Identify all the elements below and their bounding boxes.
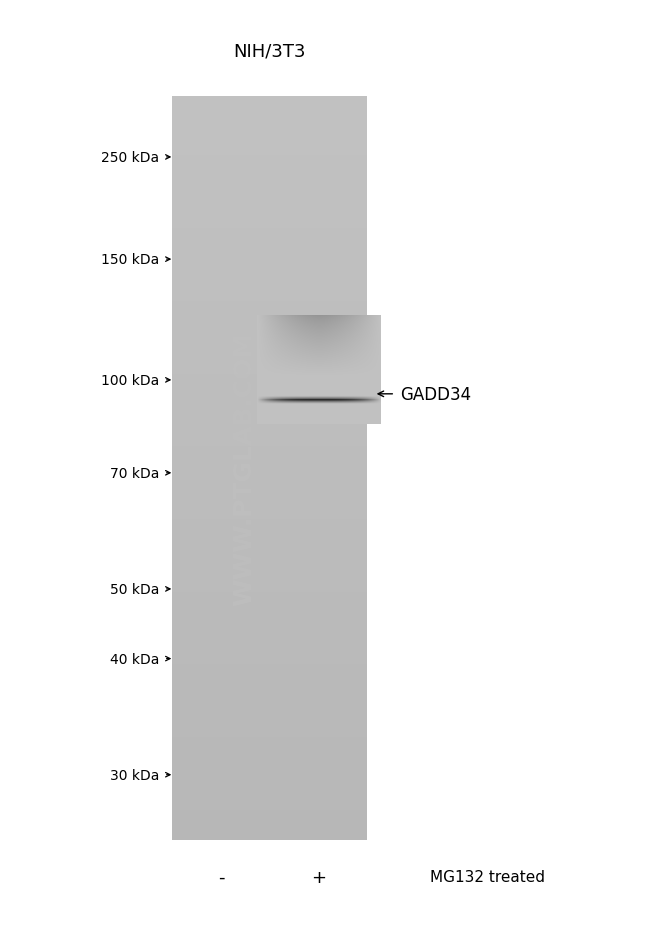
Text: 150 kDa: 150 kDa <box>101 252 159 267</box>
Text: GADD34: GADD34 <box>400 385 471 404</box>
Text: WWW.PTGLAB.COM: WWW.PTGLAB.COM <box>232 331 255 606</box>
Text: 40 kDa: 40 kDa <box>110 651 159 666</box>
Text: +: + <box>311 868 326 886</box>
Text: -: - <box>218 868 224 886</box>
Text: 100 kDa: 100 kDa <box>101 373 159 388</box>
Text: 250 kDa: 250 kDa <box>101 150 159 165</box>
Bar <box>172 97 367 840</box>
Text: 30 kDa: 30 kDa <box>110 767 159 782</box>
Text: NIH/3T3: NIH/3T3 <box>233 42 306 60</box>
Text: MG132 treated: MG132 treated <box>430 870 545 884</box>
Text: 70 kDa: 70 kDa <box>110 466 159 481</box>
Text: 50 kDa: 50 kDa <box>110 582 159 597</box>
